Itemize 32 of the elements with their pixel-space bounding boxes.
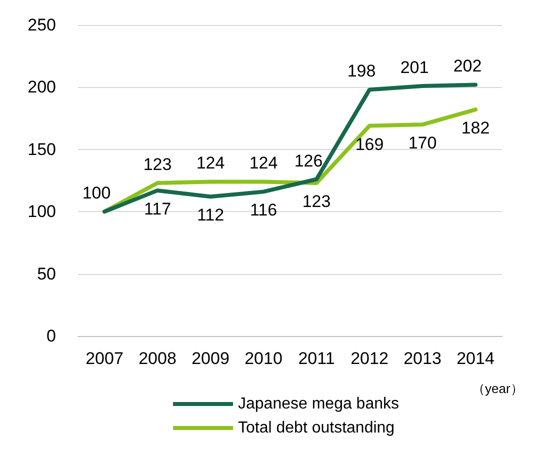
- data-label: 201: [400, 58, 429, 77]
- x-tick-label: 2007: [86, 349, 124, 368]
- x-tick-label: 2008: [138, 349, 176, 368]
- data-label: 182: [461, 118, 490, 138]
- x-tick-label: 2014: [456, 349, 494, 368]
- x-tick-label: 2010: [244, 349, 282, 368]
- x-tick-label: 2013: [404, 349, 442, 368]
- legend-label: Japanese mega banks: [238, 396, 399, 412]
- data-label: 100: [82, 184, 111, 203]
- x-tick-label: 2012: [350, 349, 388, 368]
- y-tick-label: 200: [28, 78, 56, 97]
- x-tick-label: 2009: [192, 349, 230, 368]
- data-label: 169: [355, 134, 384, 154]
- y-tick-label: 150: [28, 140, 56, 159]
- data-label: 123: [302, 192, 331, 211]
- x-tick-label: 2011: [298, 349, 335, 368]
- data-label: 116: [250, 200, 278, 220]
- data-label: 126: [294, 151, 323, 170]
- legend-label: Total debt outstanding: [238, 420, 395, 436]
- data-label: 202: [453, 56, 482, 76]
- y-tick-label: 50: [37, 264, 56, 284]
- data-label: 198: [347, 62, 376, 81]
- data-label: 170: [408, 134, 437, 153]
- x-axis-title: （year）: [472, 381, 524, 396]
- y-tick-label: 250: [28, 16, 56, 34]
- y-tick-label: 0: [46, 326, 56, 346]
- y-tick-label: 100: [28, 202, 56, 222]
- data-label: 123: [143, 154, 172, 174]
- data-label: 124: [196, 154, 225, 173]
- data-label: 112: [196, 206, 224, 225]
- data-label: 117: [144, 199, 172, 218]
- data-label: 124: [249, 154, 278, 173]
